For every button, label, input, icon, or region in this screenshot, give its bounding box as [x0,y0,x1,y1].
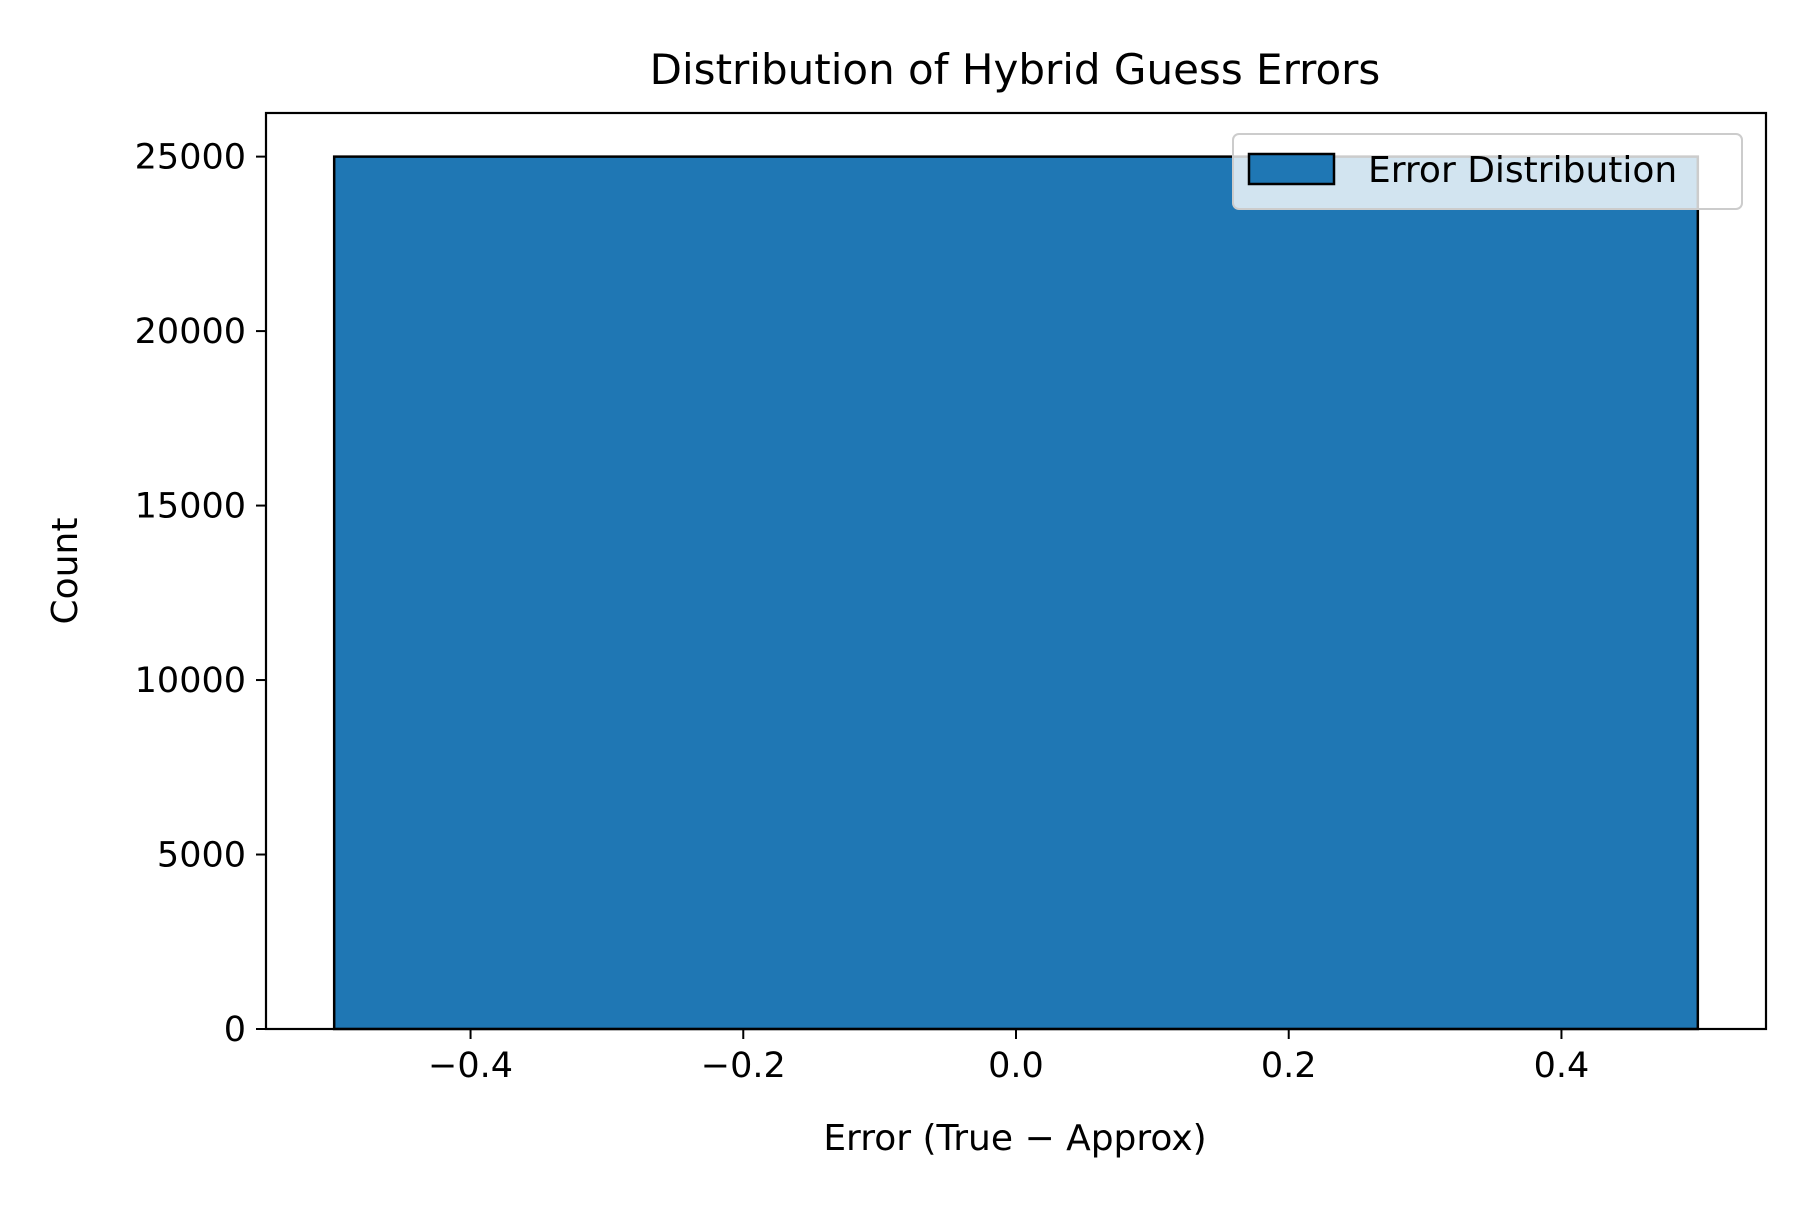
bars-layer [332,155,1700,1031]
histogram-bar-0 [332,155,1700,1031]
x-tick-label-4: 0.4 [1534,1046,1590,1086]
x-tick-label-3: 0.2 [1261,1046,1317,1086]
y-tick-label-1: 5000 [157,836,246,876]
legend-label: Error Distribution [1368,150,1677,191]
x-tick-label-0: −0.4 [428,1046,513,1086]
y-tick-label-5: 25000 [135,138,246,178]
y-tick-label-2: 10000 [135,661,246,701]
x-axis-label: Error (True − Approx) [823,1118,1206,1159]
y-axis-ticks: 0 5000 10000 15000 20000 25000 [135,138,266,1050]
legend-frame [1232,133,1743,210]
x-tick-label-1: −0.2 [701,1046,786,1086]
y-tick-label-4: 20000 [135,312,246,352]
legend: Error Distribution [1232,133,1743,210]
legend-swatch [1247,152,1336,186]
plot-frame [264,111,1768,1031]
y-axis-label: Count [45,518,86,625]
chart-title: Distribution of Hybrid Guess Errors [650,45,1381,94]
y-tick-label-0: 0 [224,1010,246,1050]
x-tick-label-2: 0.0 [988,1046,1044,1086]
x-axis-ticks: −0.4 −0.2 0.0 0.2 0.4 [428,1029,1589,1086]
y-tick-label-3: 15000 [135,487,246,527]
